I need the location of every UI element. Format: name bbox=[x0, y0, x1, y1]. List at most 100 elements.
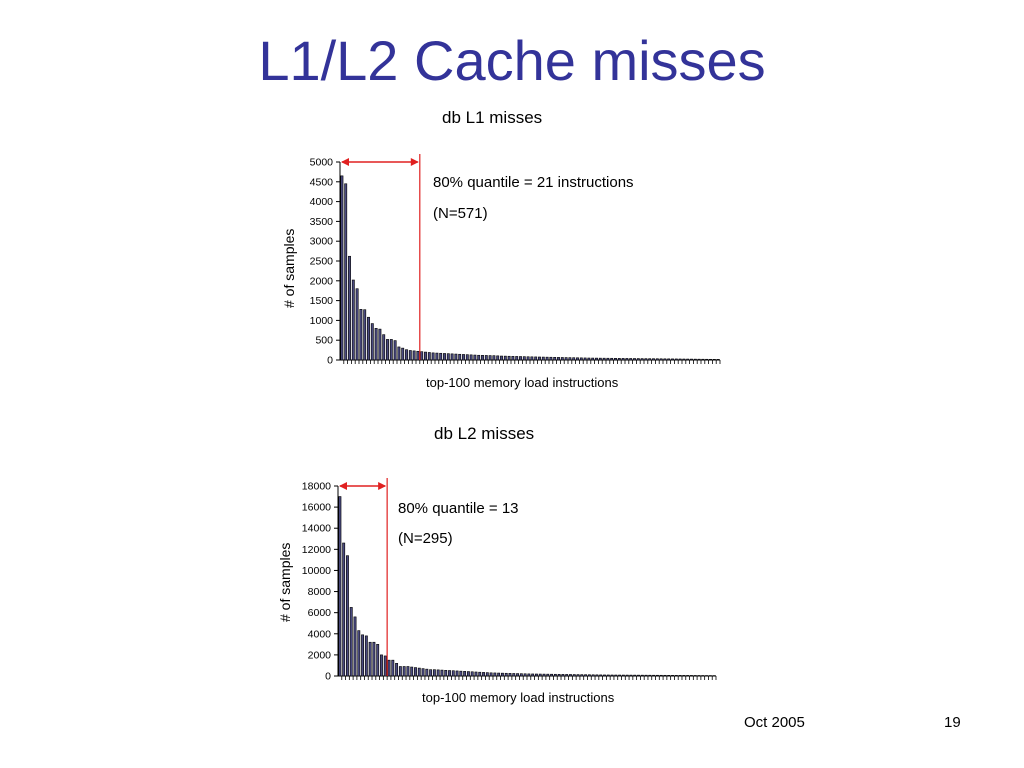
chart-2-bar bbox=[682, 675, 686, 677]
chart-2-bar bbox=[391, 659, 395, 677]
chart-1-ytick-label: 2500 bbox=[310, 256, 334, 268]
chart-1-bar bbox=[424, 351, 427, 361]
chart-2-bar bbox=[357, 630, 361, 677]
chart-2-bar bbox=[572, 674, 576, 677]
chart-2-bar bbox=[421, 668, 425, 677]
footer-date: Oct 2005 bbox=[744, 714, 805, 731]
chart-2-bar bbox=[644, 674, 648, 677]
chart-2-ytick-label: 14000 bbox=[302, 523, 331, 535]
chart-2-bar bbox=[353, 616, 357, 677]
chart-2-bar bbox=[652, 674, 656, 677]
chart-1-bar bbox=[671, 358, 674, 361]
chart-1-bar bbox=[492, 355, 496, 361]
chart-2-ytick-label: 10000 bbox=[302, 565, 331, 577]
chart-1-bar bbox=[477, 354, 481, 361]
chart-1-bar bbox=[374, 328, 378, 361]
chart-2-bar bbox=[504, 672, 508, 677]
chart-2-xlabel: top-100 memory load instructions bbox=[422, 690, 615, 705]
chart-2-bar bbox=[603, 674, 606, 677]
chart-1-bar bbox=[473, 354, 477, 361]
chart-1-bar bbox=[435, 352, 439, 361]
chart-2-bar bbox=[470, 671, 474, 677]
chart-2-bar bbox=[500, 672, 504, 677]
chart-2-bar bbox=[429, 669, 433, 677]
chart-1-bar bbox=[450, 353, 454, 361]
chart-2-ytick-label: 0 bbox=[325, 671, 331, 683]
chart-2-bar bbox=[580, 674, 584, 677]
chart-1-bar bbox=[355, 288, 359, 361]
chart-2-bar bbox=[527, 673, 531, 677]
chart-1-bar bbox=[690, 358, 693, 361]
chart-1-bar bbox=[610, 357, 614, 361]
chart-1-bar bbox=[560, 357, 564, 361]
chart-2-bar bbox=[621, 674, 625, 677]
chart-2-bar bbox=[459, 670, 463, 677]
chart-2-bar bbox=[674, 675, 678, 677]
chart-1-bar bbox=[678, 358, 682, 361]
chart-2-bar bbox=[516, 673, 519, 677]
chart-2-n-annotation: (N=295) bbox=[398, 530, 453, 547]
chart-2-bar bbox=[451, 670, 455, 677]
chart-1-bar bbox=[659, 358, 663, 361]
chart-1-bar bbox=[500, 355, 503, 361]
page-number: 19 bbox=[944, 714, 961, 731]
chart-1-bar bbox=[507, 355, 511, 361]
chart-2-bar bbox=[440, 669, 444, 677]
chart-1-bar bbox=[526, 356, 530, 361]
chart-2-bar bbox=[629, 674, 633, 677]
chart-1-bar bbox=[431, 352, 435, 361]
chart-1-bar bbox=[405, 349, 408, 361]
chart-2-bar bbox=[678, 675, 682, 677]
chart-1-bar bbox=[446, 353, 450, 361]
chart-2-arrowhead-right bbox=[378, 482, 387, 490]
chart-2-title: db L2 misses bbox=[434, 424, 535, 443]
chart-1-bar bbox=[469, 354, 473, 361]
chart-2-bar bbox=[606, 674, 610, 677]
chart-1-ytick-label: 3500 bbox=[310, 216, 334, 228]
chart-2-bar bbox=[667, 675, 671, 677]
chart-1-bar bbox=[359, 309, 363, 361]
chart-2-bar bbox=[478, 671, 482, 677]
chart-2-bar bbox=[689, 675, 693, 677]
chart-1-bar bbox=[595, 357, 598, 361]
chart-2-bar bbox=[497, 672, 501, 677]
chart-2-bar bbox=[697, 675, 701, 677]
chart-1-bar bbox=[427, 352, 431, 361]
chart-1-bar bbox=[522, 356, 526, 361]
chart-1-bar bbox=[484, 355, 488, 361]
chart-1-bar bbox=[557, 357, 560, 361]
chart-2-ytick-label: 16000 bbox=[302, 502, 331, 514]
chart-1-bar bbox=[693, 358, 697, 361]
chart-1-bar bbox=[625, 358, 629, 361]
chart-1-bar bbox=[564, 357, 568, 361]
chart-1-bar bbox=[511, 356, 515, 361]
chart-2-bar bbox=[398, 666, 402, 677]
chart-2-ytick-label: 6000 bbox=[308, 607, 332, 619]
chart-2-bar bbox=[599, 674, 603, 677]
chart-2-bar bbox=[531, 673, 535, 677]
chart-1-bar bbox=[340, 175, 344, 361]
chart-1-bar bbox=[397, 346, 401, 361]
chart-2-svg: 0 2000 4000 6000 8000 10000 12000 14000 16000 180… bbox=[302, 478, 717, 683]
chart-1-ytick-label: 5000 bbox=[310, 157, 334, 169]
chart-2-bar bbox=[561, 674, 565, 677]
chart-2-bar bbox=[463, 671, 467, 677]
chart-2-bar bbox=[625, 674, 629, 677]
chart-1-bar bbox=[652, 358, 655, 361]
chart-1-ytick-label: 4000 bbox=[310, 196, 334, 208]
chart-1-bar bbox=[602, 357, 606, 361]
chart-2-bar bbox=[584, 674, 588, 677]
chart-1-bar bbox=[686, 358, 690, 361]
chart-1-bar bbox=[351, 279, 355, 361]
chart-1-bar bbox=[348, 255, 351, 361]
slide-title: L1/L2 Cache misses bbox=[258, 29, 766, 92]
chart-2-bar bbox=[338, 496, 342, 677]
chart-1-bar bbox=[712, 359, 716, 361]
chart-1-bar bbox=[416, 350, 420, 361]
chart-2-bar bbox=[417, 667, 421, 677]
chart-2-bar bbox=[406, 666, 410, 677]
chart-1-bar bbox=[389, 339, 393, 361]
chart-1-ytick-label: 1500 bbox=[310, 295, 334, 307]
chart-2-ytick-label: 4000 bbox=[308, 628, 332, 640]
chart-2-bar bbox=[361, 634, 365, 677]
